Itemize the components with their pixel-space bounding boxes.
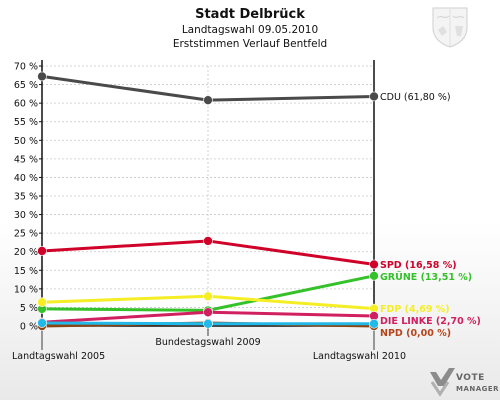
data-point [369, 91, 379, 102]
y-tick-label: 40 % [14, 173, 38, 184]
y-tick-label: 45 % [14, 154, 38, 165]
series-end-label: GRÜNE (13,51 %) [380, 272, 472, 283]
data-point [203, 307, 213, 318]
data-point [37, 297, 47, 308]
x-tick-label: Landtagswahl 2010 [313, 351, 406, 362]
data-point [203, 236, 213, 246]
chart-subtitle-election: Landtagswahl 09.05.2010 [182, 24, 318, 36]
votemanager-watermark: VOTE MANAGER [430, 368, 499, 397]
data-point [203, 291, 213, 302]
y-tick-label: 0 % [20, 322, 38, 333]
chart-subtitle-area: Erststimmen Verlauf Bentfeld [173, 38, 327, 50]
y-tick-label: 35 % [14, 192, 38, 203]
series-end-label: NPD (0,00 %) [380, 328, 451, 339]
y-tick-label: 50 % [14, 136, 38, 147]
x-axis: Landtagswahl 2005 Bundestagswahl 2009 Land… [12, 325, 406, 362]
coat-of-arms-icon [432, 7, 468, 48]
watermark-line2: MANAGER [456, 385, 499, 393]
series-end-label: CDU (61,80 %) [380, 92, 451, 103]
y-axis: 0 % 5 % 10 % 15 % 20 % 25 % 30 % 35 % 40 % 45 % 50… [14, 60, 375, 333]
y-tick-label: 15 % [14, 266, 38, 277]
end-labels: CDU (61,80 %) SPD (16,58 %)GRÜNE (13,51 %… [380, 92, 481, 339]
data-point [37, 318, 47, 328]
data-point [369, 318, 379, 329]
data-point [203, 318, 213, 329]
x-tick-label: Landtagswahl 2005 [12, 351, 105, 362]
y-tick-label: 65 % [14, 80, 38, 91]
y-tick-label: 30 % [14, 210, 38, 221]
series-group [37, 71, 379, 331]
x-tick-label: Bundestagswahl 2009 [155, 337, 260, 348]
series-end-label: DIE LINKE (2,70 %) [380, 316, 481, 327]
chart-title: Stadt Delbrück [195, 7, 305, 22]
data-point [37, 246, 47, 256]
y-tick-label: 55 % [14, 117, 38, 128]
watermark-line1: VOTE [456, 373, 485, 383]
y-tick-label: 5 % [20, 303, 38, 314]
vote-check-icon [430, 368, 455, 397]
y-tick-label: 10 % [14, 284, 38, 295]
series-end-label: FDP (4,69 %) [380, 304, 450, 315]
y-tick-label: 25 % [14, 229, 38, 240]
y-tick-label: 60 % [14, 99, 38, 110]
data-point [369, 271, 379, 281]
grid [42, 65, 374, 327]
series-end-label: SPD (16,58 %) [380, 260, 457, 271]
data-point [369, 259, 379, 270]
y-tick-label: 70 % [14, 62, 38, 73]
y-tick-label: 20 % [14, 247, 38, 258]
data-point [37, 71, 47, 82]
data-point [203, 95, 213, 105]
